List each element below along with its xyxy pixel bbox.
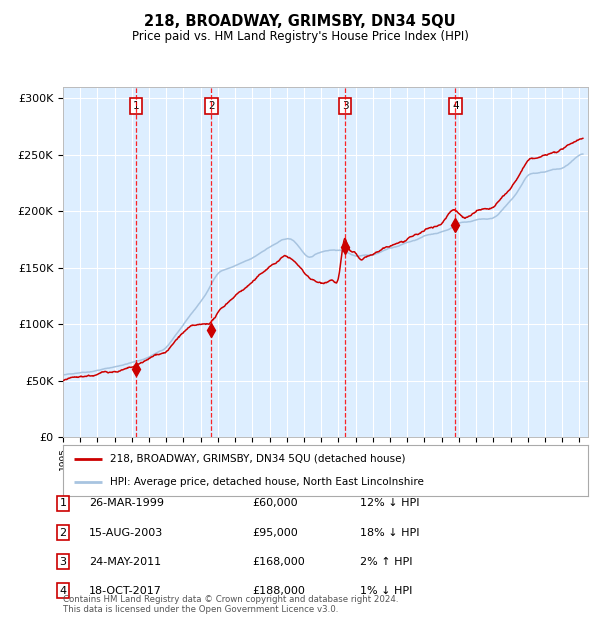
Text: 3: 3 [342,101,349,111]
Text: HPI: Average price, detached house, North East Lincolnshire: HPI: Average price, detached house, Nort… [110,477,424,487]
Text: 1: 1 [133,101,139,111]
Text: This data is licensed under the Open Government Licence v3.0.: This data is licensed under the Open Gov… [63,604,338,614]
Text: £95,000: £95,000 [252,528,298,538]
Text: 26-MAR-1999: 26-MAR-1999 [89,498,164,508]
Text: £168,000: £168,000 [252,557,305,567]
Text: Contains HM Land Registry data © Crown copyright and database right 2024.: Contains HM Land Registry data © Crown c… [63,595,398,604]
Text: 24-MAY-2011: 24-MAY-2011 [89,557,161,567]
Text: 15-AUG-2003: 15-AUG-2003 [89,528,163,538]
Text: 18-OCT-2017: 18-OCT-2017 [89,586,161,596]
Text: Price paid vs. HM Land Registry's House Price Index (HPI): Price paid vs. HM Land Registry's House … [131,30,469,43]
Text: 12% ↓ HPI: 12% ↓ HPI [360,498,419,508]
Text: 2: 2 [59,528,67,538]
Text: 2: 2 [208,101,215,111]
Text: 218, BROADWAY, GRIMSBY, DN34 5QU (detached house): 218, BROADWAY, GRIMSBY, DN34 5QU (detach… [110,454,406,464]
Text: £188,000: £188,000 [252,586,305,596]
Text: 1% ↓ HPI: 1% ↓ HPI [360,586,412,596]
Text: 18% ↓ HPI: 18% ↓ HPI [360,528,419,538]
Text: 3: 3 [59,557,67,567]
Text: 4: 4 [452,101,459,111]
Text: 1: 1 [59,498,67,508]
Text: 4: 4 [59,586,67,596]
Text: 2% ↑ HPI: 2% ↑ HPI [360,557,413,567]
Text: 218, BROADWAY, GRIMSBY, DN34 5QU: 218, BROADWAY, GRIMSBY, DN34 5QU [144,14,456,29]
Text: £60,000: £60,000 [252,498,298,508]
